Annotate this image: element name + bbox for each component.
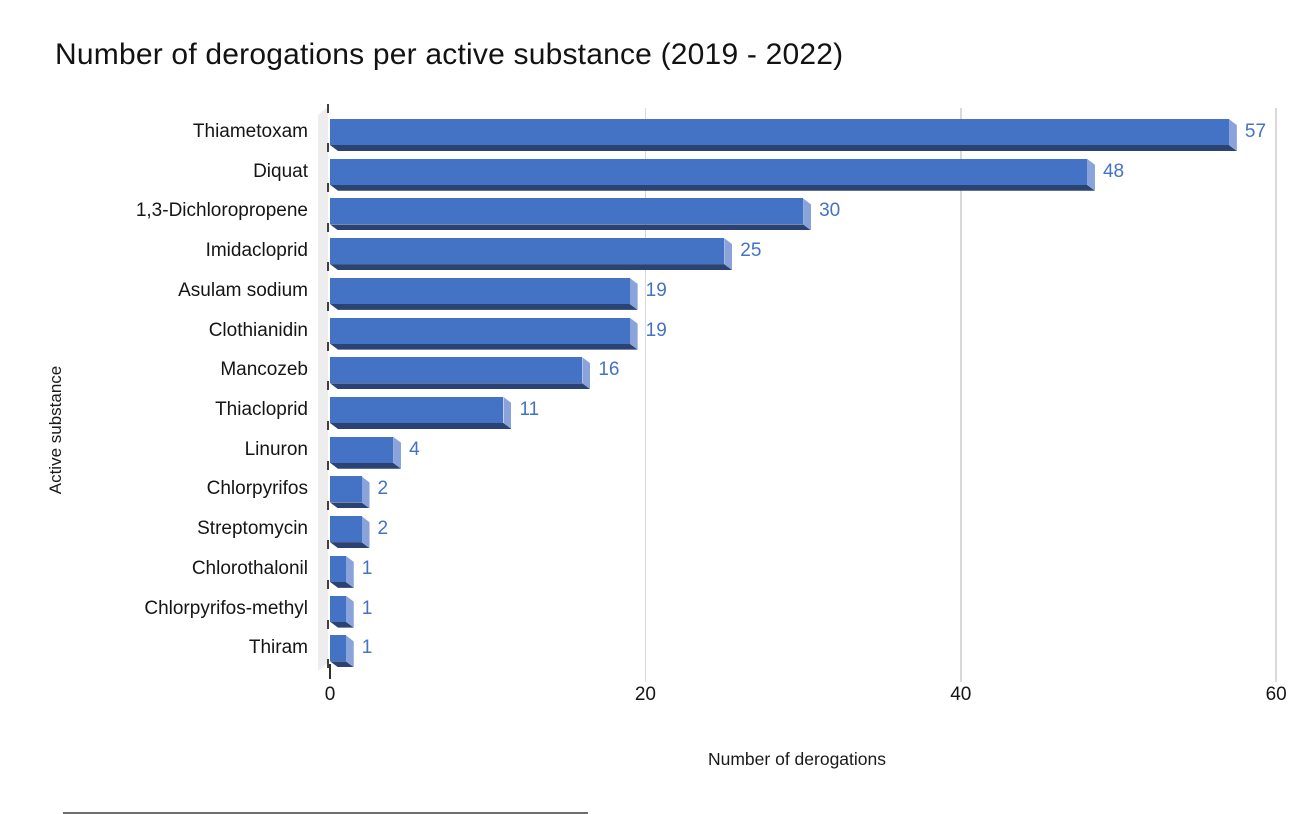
y-axis-tick: [327, 659, 329, 669]
bar-bottom-face: [330, 661, 354, 667]
y-axis-tick: [327, 580, 329, 590]
y-axis-tick: [327, 540, 329, 550]
y-axis-tick: [327, 421, 329, 431]
data-label: 11: [519, 398, 540, 420]
gridline-x20: [644, 108, 647, 682]
bar-end-face: [803, 198, 812, 231]
category-label: Thiametoxam: [192, 121, 308, 142]
bar-end-face: [582, 357, 591, 390]
bar-end-face: [361, 476, 370, 509]
bar-end-face: [345, 555, 354, 588]
category-label: Thiacloprid: [215, 398, 308, 420]
bar: [330, 476, 362, 503]
page-edge-artifact: [63, 812, 588, 814]
y-axis-tick: [327, 460, 329, 470]
bar-end-face: [503, 396, 512, 429]
category-label: 1,3-Dichloropropene: [135, 200, 308, 222]
y-axis-tick: [327, 500, 329, 510]
bar-bottom-face: [330, 224, 811, 230]
category-label: Mancozeb: [220, 359, 308, 381]
bar: [330, 317, 630, 344]
data-label: 25: [740, 240, 762, 262]
data-label: 16: [598, 359, 620, 381]
data-label: 48: [1102, 160, 1125, 182]
bar-bottom-face: [330, 622, 354, 628]
bar: [330, 516, 362, 543]
bar-bottom-face: [330, 383, 590, 389]
data-label: 1: [361, 637, 373, 659]
chart-title: Number of derogations per active substan…: [55, 38, 844, 71]
bar: [330, 158, 1087, 185]
bar: [330, 238, 725, 265]
axis-wall-3d: [318, 107, 328, 671]
category-label: Imidacloprid: [205, 240, 308, 262]
bar: [330, 595, 346, 622]
category-label: Chlorpyrifos: [206, 478, 308, 500]
bar-end-face: [345, 635, 354, 668]
x-tick-label: 60: [1265, 684, 1287, 705]
bar-bottom-face: [330, 264, 732, 270]
data-label: 19: [645, 319, 667, 341]
category-label: Chlorpyrifos-methyl: [144, 597, 308, 619]
bar-end-face: [393, 436, 402, 469]
x-tick-label: 40: [950, 684, 972, 705]
bar: [330, 277, 630, 304]
bar-bottom-face: [330, 185, 1095, 191]
y-axis-tick: [327, 222, 329, 232]
data-label: 19: [645, 279, 667, 301]
bar-end-face: [629, 277, 638, 310]
x-axis-title: Number of derogations: [707, 749, 887, 769]
category-label: Diquat: [253, 160, 308, 182]
bar: [330, 436, 394, 463]
bar-bottom-face: [330, 582, 354, 588]
bar: [330, 635, 346, 662]
bar-bottom-face: [330, 423, 511, 429]
y-axis-tick: [327, 381, 329, 391]
data-label: 2: [377, 478, 389, 500]
bar-end-face: [629, 317, 638, 350]
bar: [330, 396, 504, 423]
bar-end-face: [345, 595, 354, 628]
data-label: 1: [361, 557, 373, 579]
bar-bottom-face: [330, 463, 401, 469]
gridline-x40: [960, 108, 962, 682]
bar-end-face: [724, 238, 733, 271]
y-axis-tick: [327, 619, 329, 629]
y-axis-tick: [327, 262, 329, 272]
category-label: Clothianidin: [208, 319, 308, 341]
bar: [330, 555, 346, 582]
data-label: 57: [1244, 121, 1267, 142]
x-axis-tick-zero: [328, 664, 331, 679]
data-label: 2: [377, 518, 389, 540]
bar-end-face: [1228, 119, 1237, 151]
category-label: Asulam sodium: [178, 279, 308, 301]
x-tick-label: 20: [634, 684, 656, 705]
bar: [330, 357, 583, 384]
category-label: Linuron: [244, 438, 308, 460]
bar-bottom-face: [330, 304, 638, 310]
y-axis-tick: [327, 143, 329, 153]
bar-bottom-face: [330, 344, 638, 350]
bar-end-face: [361, 516, 370, 549]
category-label: Thiram: [248, 637, 308, 659]
y-axis-tick: [327, 103, 329, 113]
bar-end-face: [1086, 158, 1095, 191]
category-label: Chlorothalonil: [191, 557, 308, 579]
data-label: 4: [409, 438, 420, 460]
data-label: 30: [819, 200, 841, 222]
gridline-x60: [1275, 108, 1277, 682]
y-axis-tick: [327, 182, 329, 192]
y-axis-tick: [327, 302, 329, 312]
bar: [330, 198, 804, 225]
y-axis-tick: [327, 341, 329, 351]
category-label: Streptomycin: [197, 518, 308, 540]
x-tick-label: 0: [324, 684, 336, 705]
data-label: 1: [361, 597, 373, 619]
bar-bottom-face: [330, 542, 370, 548]
bar: [330, 119, 1229, 145]
bar-bottom-face: [330, 502, 370, 508]
bar-bottom-face: [330, 145, 1237, 151]
